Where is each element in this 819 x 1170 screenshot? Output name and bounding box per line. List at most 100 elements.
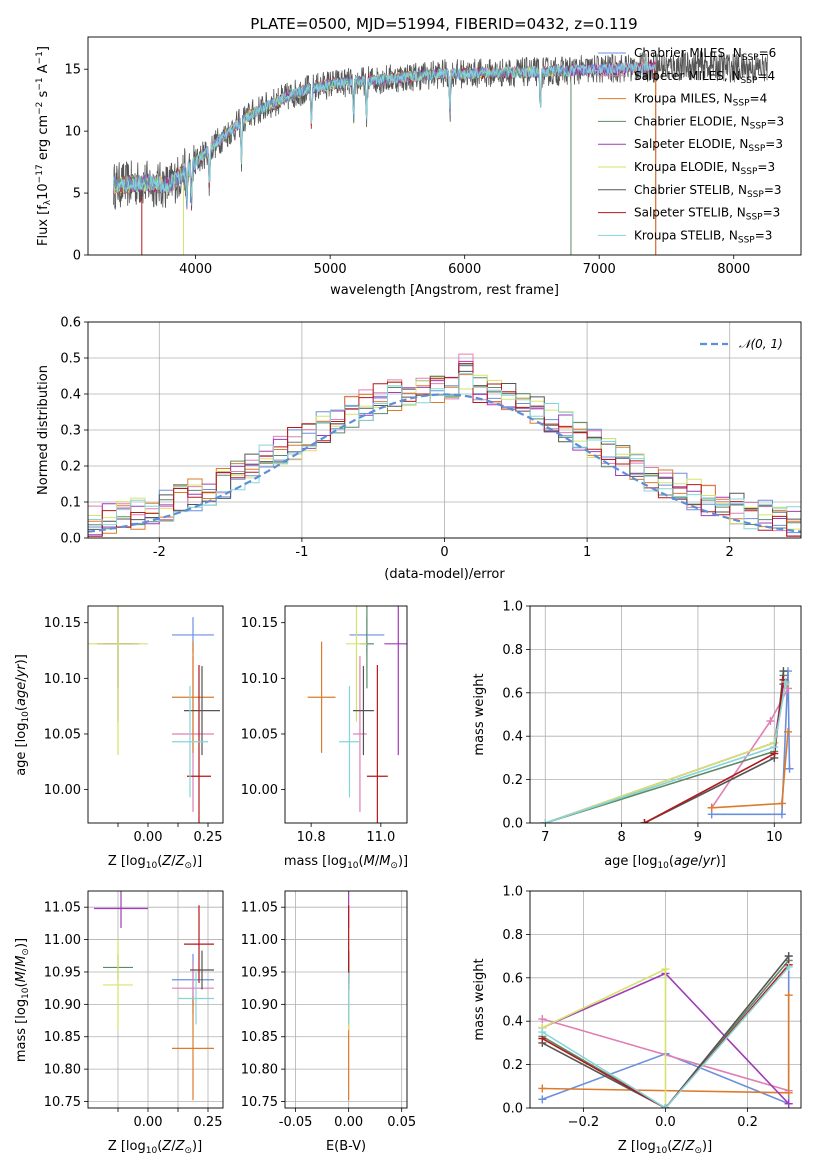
tick-label-x: 0.05 [387, 1115, 416, 1130]
x-axis-label: age [log10(age/yr)] [604, 854, 726, 871]
tick-label-y: 0.0 [60, 532, 81, 547]
x-axis-label: Z [log10(Z/Z⊙)] [618, 1139, 712, 1156]
mass-weight-marker [784, 1088, 793, 1097]
tick-label-x: 6000 [448, 262, 481, 277]
y-axis-label: mass weight [472, 673, 487, 755]
axes-frame [87, 36, 802, 256]
tick-label-x: 0.00 [334, 1115, 363, 1130]
histogram-step [88, 363, 801, 537]
tick-label-x: 0.00 [134, 830, 163, 845]
axes-mass-vs-ebv: -0.05 0.00 0.05 10.75 10.80 10.85 10.90 10.95 11… [241, 891, 416, 1130]
legend-entry: Kroupa MILES, NSSP=4 [634, 92, 767, 109]
mass-weight-line [541, 964, 790, 1108]
mass-weight-line [541, 955, 790, 1108]
tick-label-y: 10.00 [44, 783, 81, 798]
mass-weight-marker [785, 764, 794, 773]
axes-mass-weight-vs-age: 7 8 9 10 0.0 0.2 0.4 0.6 0.8 1.0 [502, 600, 801, 845]
x-axis-label: E(B-V) [326, 1139, 366, 1154]
axes-frame [529, 605, 802, 824]
tick-label-y: 10 [64, 125, 81, 140]
spectrum-line [113, 61, 647, 209]
legend: Chabrier MILES, NSSP=6 Salpeter MILES, NS… [598, 46, 784, 245]
tick-label-y: 10.80 [241, 1063, 278, 1078]
spectrum-line [113, 60, 657, 201]
y-axis-label: Normed distribution [36, 365, 51, 495]
tick-label-y: 0.4 [502, 1015, 523, 1030]
tick-label-x: 0.2 [737, 1115, 758, 1130]
tick-label-x: 0.0 [655, 1115, 676, 1130]
tick-label-y: 1.0 [502, 885, 523, 900]
tick-label-x: 10.8 [297, 830, 326, 845]
tick-label-y: 10.15 [44, 616, 81, 631]
x-axis-label: (data-model)/error [384, 567, 505, 582]
tick-label-y: 0.2 [60, 460, 81, 475]
axes-frame [284, 605, 408, 824]
legend-entry: Chabrier MILES, NSSP=6 [634, 46, 776, 63]
tick-label-x: 9 [694, 830, 702, 845]
mass-weight-line [545, 683, 787, 823]
legend-entry: Kroupa STELIB, NSSP=3 [634, 228, 772, 245]
tick-label-y: 10.10 [241, 672, 278, 687]
tick-label-y: 0.6 [502, 971, 523, 986]
tick-label-y: 10.15 [241, 616, 278, 631]
legend-entry: Salpeter MILES, NSSP=4 [634, 69, 775, 86]
tick-label-y: 0.2 [502, 773, 523, 788]
axes-frame [87, 605, 224, 824]
tick-label-y: 0.3 [60, 424, 81, 439]
x-axis-label: mass [log10(M/M⊙)] [284, 854, 408, 871]
mass-weight-marker [640, 819, 649, 823]
tick-label-y: 0.0 [502, 817, 523, 832]
tick-label-x: 7 [541, 830, 549, 845]
axes-frame [87, 890, 224, 1109]
axes-frame [529, 890, 802, 1109]
mass-weight-marker [784, 727, 793, 736]
legend-entry: Kroupa ELODIE, NSSP=3 [634, 160, 775, 177]
tick-label-y: 11.05 [241, 901, 278, 916]
tick-label-x: 10 [766, 830, 783, 845]
tick-label-x: 2 [726, 545, 734, 560]
mass-weight-line [541, 959, 790, 1108]
axes-frame [284, 890, 408, 1109]
y-axis-label: mass [log10(M/M⊙)] [14, 938, 31, 1062]
tick-label-x: 0 [440, 545, 448, 560]
tick-label-y: 10.75 [44, 1095, 81, 1110]
mass-weight-marker [766, 717, 775, 726]
axes-age-vs-Z: 0.00 0.25 10.00 10.05 10.10 10.15 [44, 616, 223, 845]
gaussian-reference-curve [88, 393, 801, 533]
tick-label-x: 0.00 [134, 1115, 163, 1130]
legend-entry: Salpeter STELIB, NSSP=3 [634, 206, 780, 223]
mass-weight-marker [784, 952, 793, 961]
mass-weight-marker [707, 803, 716, 812]
axes-mass-vs-Z: 0.00 0.25 10.75 10.80 10.85 10.90 10.95 11.00 11… [44, 891, 223, 1130]
tick-label-y: 11.00 [44, 933, 81, 948]
axes-spectrum: 4000 5000 6000 7000 8000 0 5 10 15 [64, 63, 750, 277]
figure-title: PLATE=0500, MJD=51994, FIBERID=0432, z=0… [250, 15, 637, 33]
axes-residual-histogram: -2 -1 0 1 2 0.0 0.1 0.2 0.3 0.4 0.5 0.6 [60, 316, 801, 560]
mass-weight-marker [541, 819, 550, 823]
mass-weight-marker [777, 810, 786, 819]
mass-weight-marker [661, 965, 670, 974]
tick-label-x: -2 [153, 545, 166, 560]
tick-label-x: −0.2 [568, 1115, 600, 1130]
legend-entry: Salpeter ELODIE, NSSP=3 [634, 137, 783, 154]
tick-label-y: 0 [73, 249, 81, 264]
mass-weight-marker [784, 991, 793, 1000]
mass-weight-marker [784, 1099, 793, 1108]
tick-label-y: 10.90 [241, 998, 278, 1013]
x-axis-label: wavelength [Angstrom, rest frame] [330, 283, 559, 298]
tick-label-x: 8 [617, 830, 625, 845]
tick-label-y: 15 [64, 63, 81, 78]
legend-entry: Chabrier STELIB, NSSP=3 [634, 183, 782, 200]
tick-label-y: 0.8 [502, 928, 523, 943]
tick-label-y: 11.05 [44, 901, 81, 916]
tick-label-x: 0.25 [194, 830, 223, 845]
x-axis-label: Z [log10(Z/Z⊙)] [108, 854, 202, 871]
histogram-step [88, 373, 801, 530]
legend-entry: 𝒩(0, 1) [739, 337, 783, 351]
tick-label-x: 5000 [314, 262, 347, 277]
tick-label-x: 4000 [179, 262, 212, 277]
tick-label-y: 0.2 [502, 1058, 523, 1073]
tick-label-y: 10.00 [241, 783, 278, 798]
tick-label-y: 10.95 [44, 965, 81, 980]
